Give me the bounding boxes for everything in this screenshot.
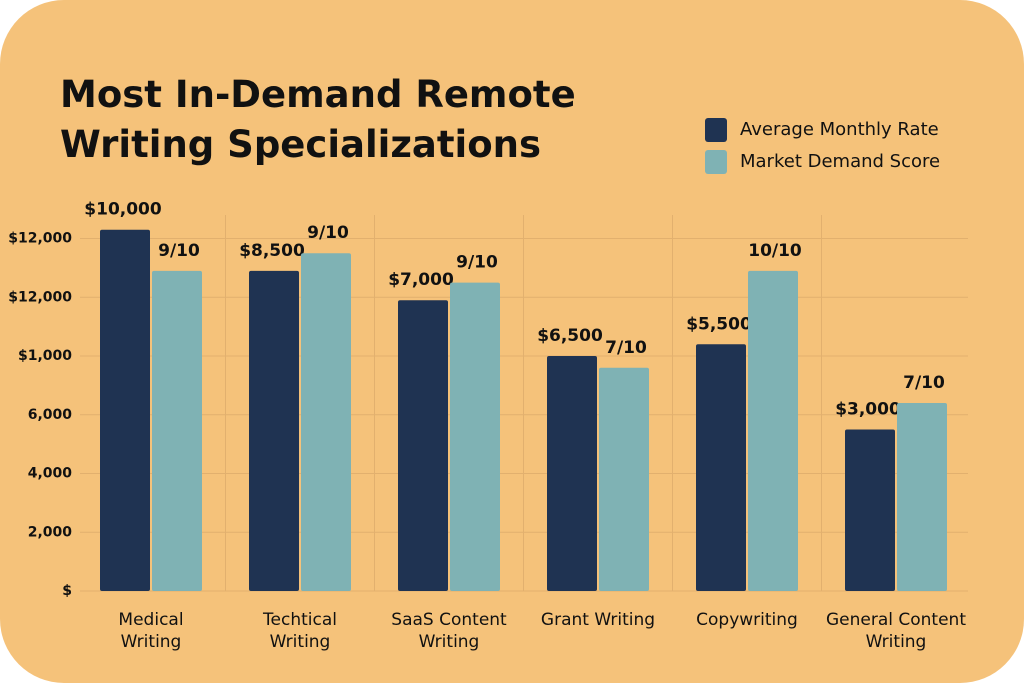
bar <box>450 282 500 591</box>
chart-title: Most In-Demand Remote Writing Specializa… <box>60 73 576 166</box>
bar <box>897 403 947 591</box>
bar <box>599 367 649 591</box>
x-tick-label: SaaS Content Writing <box>391 610 507 652</box>
data-label: $8,500 <box>239 241 305 261</box>
bar <box>547 356 597 591</box>
bar <box>100 229 150 591</box>
data-label: $5,500 <box>686 314 752 334</box>
y-tick-label: $12,000 <box>8 231 72 247</box>
legend-label: Market Demand Score <box>740 151 940 172</box>
bar <box>748 270 798 591</box>
bar <box>845 429 895 591</box>
data-label: $6,500 <box>537 326 603 346</box>
data-label: 10/10 <box>748 241 802 261</box>
y-tick-label: 6,000 <box>28 407 73 423</box>
bar <box>152 270 202 591</box>
data-label: 7/10 <box>605 338 647 358</box>
bar <box>696 344 746 591</box>
data-label: $3,000 <box>835 399 901 419</box>
y-tick-label: $1,000 <box>18 348 72 364</box>
x-tick-label: Grant Writing <box>540 610 656 630</box>
x-tick-label: General Content Writing <box>825 610 966 652</box>
legend-label: Average Monthly Rate <box>740 119 939 140</box>
data-label: 9/10 <box>307 223 349 243</box>
y-tick-label: 4,000 <box>28 466 73 482</box>
legend-swatch <box>705 118 727 142</box>
x-tick-label: Techtical Writing <box>263 610 337 652</box>
x-tick-label: Medical Writing <box>118 610 184 652</box>
data-label: 9/10 <box>158 241 200 261</box>
data-label: 7/10 <box>903 373 945 393</box>
y-tick-label: $ <box>62 583 72 599</box>
data-label: $7,000 <box>388 270 454 290</box>
x-tick-label: Copywriting <box>696 610 798 630</box>
y-tick-label: 2,000 <box>28 524 73 540</box>
bar <box>249 270 299 591</box>
bar <box>398 300 448 591</box>
data-label: $10,000 <box>84 200 162 220</box>
legend-swatch <box>705 150 727 174</box>
data-label: 9/10 <box>456 253 498 273</box>
bar <box>301 253 351 591</box>
y-tick-label: $12,000 <box>8 289 72 305</box>
